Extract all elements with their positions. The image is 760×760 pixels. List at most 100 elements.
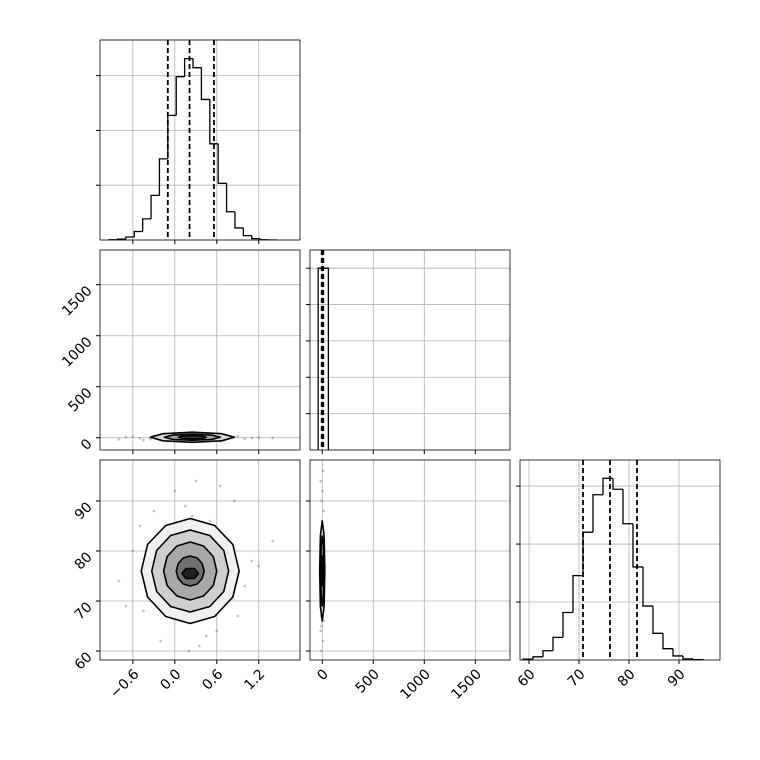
histogram-step [116,238,126,240]
sample-point [141,438,145,442]
sample-point [187,649,191,653]
panel-frame [99,39,301,241]
sample-point [124,604,128,608]
histogram-step [158,158,168,196]
sample-point [183,504,187,508]
sample-point [236,614,240,618]
sample-point [236,434,240,438]
histogram-step [582,531,593,576]
histogram-step [652,606,663,634]
histogram-step [642,566,653,607]
sample-point [250,559,254,563]
histogram-step [552,636,563,651]
x-tick-label: 1.2 [241,666,268,693]
sample-point [194,479,198,483]
sample-point [208,519,212,523]
sample-point [138,436,142,440]
histogram-step [532,656,543,660]
pair-panel [310,460,510,660]
panel-frame [519,459,721,661]
pair-panel [100,250,300,450]
histogram-step [662,633,673,650]
sample-point [131,435,135,439]
sample-point [197,644,201,648]
x-tick-label: 70 [565,666,589,690]
sample-point [173,489,177,493]
sample-point [159,639,163,643]
sample-point [117,579,121,583]
histogram-step [259,238,269,240]
y-tick-label: 0 [78,436,96,454]
histogram-panel [310,250,510,450]
x-tick-label: 0 [314,666,332,684]
x-tick-label: −0.6 [107,666,142,701]
histogram-step [200,67,210,101]
histogram-step [225,183,235,213]
histogram-step [602,477,613,495]
histogram-step [217,143,227,184]
histogram-step [192,58,202,69]
histogram-step [572,575,583,613]
sample-point [215,629,219,633]
histogram-step [562,611,573,638]
pair-panel [100,460,300,660]
sample-point [319,649,323,653]
y-tick-label: 60 [72,649,96,673]
panel-frame [99,249,301,451]
histogram-step [242,227,252,237]
sample-point [117,437,121,441]
histogram-step [234,211,244,229]
x-tick-label: 1000 [397,666,434,703]
panel-frame [309,459,511,661]
histogram-step [632,523,643,568]
histogram-step [251,235,261,240]
histogram-step [175,76,185,116]
sample-point [319,479,323,483]
sample-point [148,437,152,441]
contour [177,434,208,440]
histogram-step [133,230,143,237]
histogram-step [672,648,683,657]
sample-point [190,514,194,518]
y-tick-label: 80 [72,549,96,573]
sample-point [321,639,325,643]
sample-point [320,499,324,503]
panel-frame [99,459,301,661]
sample-point [319,629,323,633]
sample-point [218,484,222,488]
sample-point [322,509,326,513]
x-tick-label: 0.6 [199,666,226,693]
histogram-step [682,655,693,660]
y-tick-label: 90 [72,499,96,523]
sample-point [321,489,324,493]
histogram-step [209,99,219,145]
contour [320,555,324,587]
histogram-step [592,494,603,533]
sample-point [141,609,145,613]
x-tick-label: 0.0 [157,666,184,693]
x-tick-label: 90 [665,666,689,690]
histogram-step [125,236,135,240]
sample-point [138,524,142,528]
y-tick-label: 1000 [59,334,96,371]
x-tick-label: 500 [353,666,383,696]
y-tick-label: 500 [65,385,95,415]
histogram-step [542,650,553,657]
x-tick-label: 80 [615,666,639,690]
y-tick-label: 70 [72,599,96,623]
histogram-step [612,478,623,490]
sample-point [232,499,236,503]
histogram-panel [520,460,720,660]
sample-point [243,437,247,441]
sample-point [243,584,247,588]
sample-point [257,564,261,568]
sample-point [204,634,208,638]
sample-point [250,436,254,440]
sample-point [320,624,323,628]
sample-point [257,436,261,439]
histogram-step [150,194,160,219]
panel-frame [309,249,511,451]
sample-point [152,509,156,513]
sample-point [131,549,135,553]
